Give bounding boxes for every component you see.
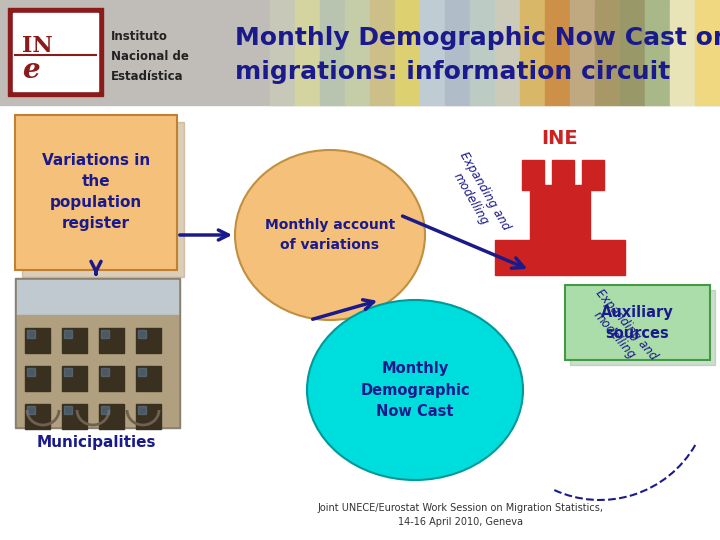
Bar [101,406,109,414]
Bar [99,328,124,353]
Bar [445,0,470,105]
Bar [0,0,720,105]
Bar [345,0,370,105]
Bar [136,328,161,353]
Bar [595,0,620,105]
Bar [295,0,320,105]
Bar [495,240,625,275]
Bar [138,406,146,414]
Text: Monthly account
of variations: Monthly account of variations [265,218,395,252]
Ellipse shape [235,150,425,320]
Text: Joint UNECE/Eurostat Work Session on Migration Statistics,
14-16 April 2010, Gen: Joint UNECE/Eurostat Work Session on Mig… [317,503,603,527]
Bar [0,0,720,105]
Bar [138,368,146,376]
Bar [495,0,520,105]
Text: Municipalities: Municipalities [36,435,156,449]
Bar [17,315,178,426]
Bar [530,185,590,245]
Text: e: e [22,57,40,84]
Bar [320,0,345,105]
Bar [17,280,178,315]
Text: Monthly Demographic Now Cast on: Monthly Demographic Now Cast on [235,26,720,50]
Bar [620,0,645,105]
Bar [64,330,72,338]
Text: Monthly
Demographic
Now Cast: Monthly Demographic Now Cast [360,361,470,419]
Bar [136,404,161,429]
Bar [15,278,180,428]
Bar [138,330,146,338]
Bar [545,0,570,105]
Bar [62,404,87,429]
Text: Expanding and
modelling: Expanding and modelling [580,287,660,373]
Bar [22,122,184,277]
Bar [270,0,295,105]
Bar [99,404,124,429]
Bar [695,0,720,105]
Bar [8,8,103,96]
Text: Instituto: Instituto [111,30,168,43]
Bar [27,368,35,376]
Text: migrations: information circuit: migrations: information circuit [235,60,670,84]
Text: IN: IN [22,35,53,57]
Bar [645,0,670,105]
Text: INE: INE [541,129,578,148]
Bar [101,330,109,338]
Bar [64,406,72,414]
Bar [670,0,695,105]
Bar [15,115,177,270]
Bar [0,105,720,540]
Bar [25,366,50,391]
Text: Expanding and
modelling: Expanding and modelling [444,150,513,240]
Bar [565,285,710,360]
Bar [136,366,161,391]
Text: Auxiliary
sources: Auxiliary sources [601,305,674,341]
Bar [101,368,109,376]
Bar [25,404,50,429]
Bar [64,368,72,376]
Bar [27,406,35,414]
Bar [395,0,420,105]
Bar [27,330,35,338]
Bar [570,290,715,365]
Bar [62,366,87,391]
Bar [470,0,495,105]
Bar [25,328,50,353]
Bar [420,0,445,105]
Bar [582,160,604,190]
Bar [62,328,87,353]
Bar [13,13,98,91]
Bar [522,160,544,190]
Text: Estadística: Estadística [111,70,184,83]
Text: Nacional de: Nacional de [111,50,189,63]
Bar [520,0,545,105]
Ellipse shape [307,300,523,480]
Bar [99,366,124,391]
Text: Variations in
the
population
register: Variations in the population register [42,153,150,231]
Bar [570,0,595,105]
Bar [370,0,395,105]
Bar [552,160,574,190]
